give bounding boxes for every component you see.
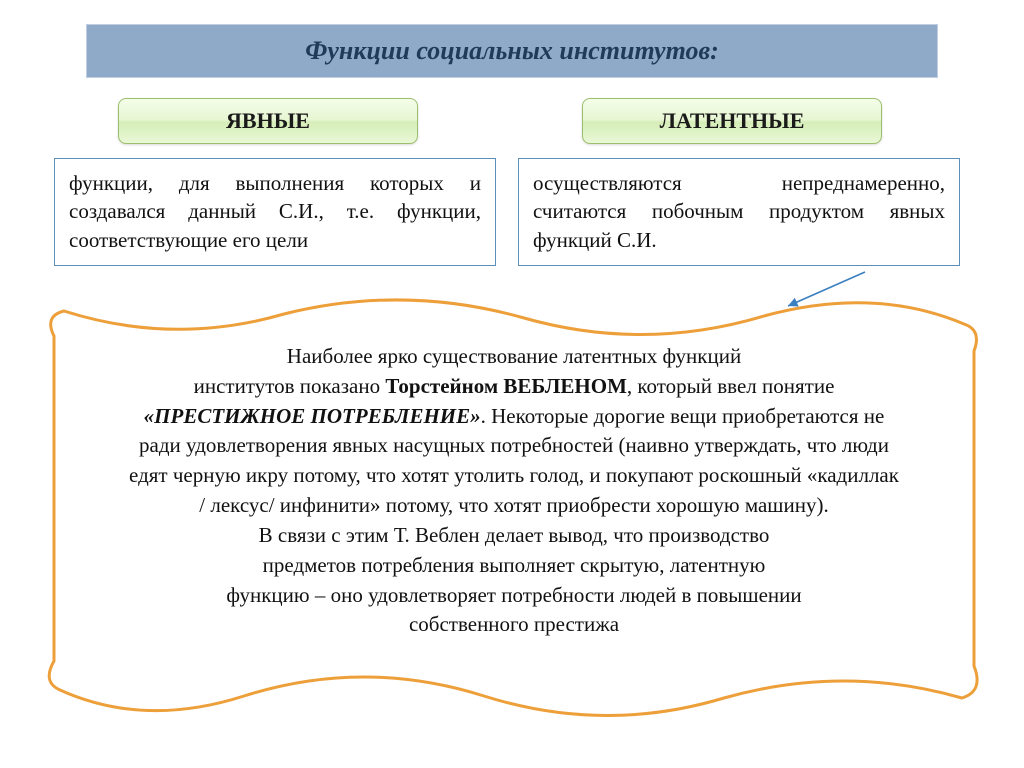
latent-description-box: осуществляются непреднамеренно, считаютс… bbox=[518, 158, 960, 266]
ribbon-text: Наиболее ярко существование латентных фу… bbox=[74, 342, 954, 640]
category-latent-label: ЛАТЕНТНЫЕ bbox=[660, 108, 805, 134]
ribbon-line4: ради удовлетворения явных насущных потре… bbox=[139, 433, 889, 457]
ribbon-line2a: институтов показано bbox=[194, 374, 386, 398]
ribbon-line8: предметов потребления выполняет скрытую,… bbox=[263, 553, 766, 577]
explicit-description-box: функции, для выполнения которых и создав… bbox=[54, 158, 496, 266]
ribbon-line10: собственного престижа bbox=[409, 612, 619, 636]
slide-title: Функции социальных институтов: bbox=[305, 36, 719, 66]
ribbon-line3-emph: «ПРЕСТИЖНОЕ ПОТРЕБЛЕНИЕ» bbox=[144, 404, 481, 428]
ribbon-line3-rest: . Некоторые дорогие вещи приобретаются н… bbox=[481, 404, 885, 428]
latent-description: осуществляются непреднамеренно, считаютс… bbox=[533, 171, 945, 252]
explicit-description: функции, для выполнения которых и создав… bbox=[69, 171, 481, 252]
category-latent: ЛАТЕНТНЫЕ bbox=[582, 98, 882, 144]
ribbon-line9: функцию – оно удовлетворяет потребности … bbox=[226, 583, 801, 607]
ribbon-line6: / лексус/ инфинити» потому, что хотят пр… bbox=[199, 493, 828, 517]
ribbon-line5: едят черную икру потому, что хотят утоли… bbox=[129, 463, 899, 487]
ribbon-line2c: , который ввел понятие bbox=[627, 374, 835, 398]
ribbon-line1: Наиболее ярко существование латентных фу… bbox=[287, 344, 741, 368]
ribbon-line7: В связи с этим Т. Веблен делает вывод, ч… bbox=[259, 523, 770, 547]
ribbon-line2b: Торстейном ВЕБЛЕНОМ bbox=[385, 374, 627, 398]
ribbon-panel: Наиболее ярко существование латентных фу… bbox=[34, 296, 990, 736]
category-explicit: ЯВНЫЕ bbox=[118, 98, 418, 144]
slide-title-bar: Функции социальных институтов: bbox=[86, 24, 938, 78]
category-explicit-label: ЯВНЫЕ bbox=[226, 108, 310, 134]
